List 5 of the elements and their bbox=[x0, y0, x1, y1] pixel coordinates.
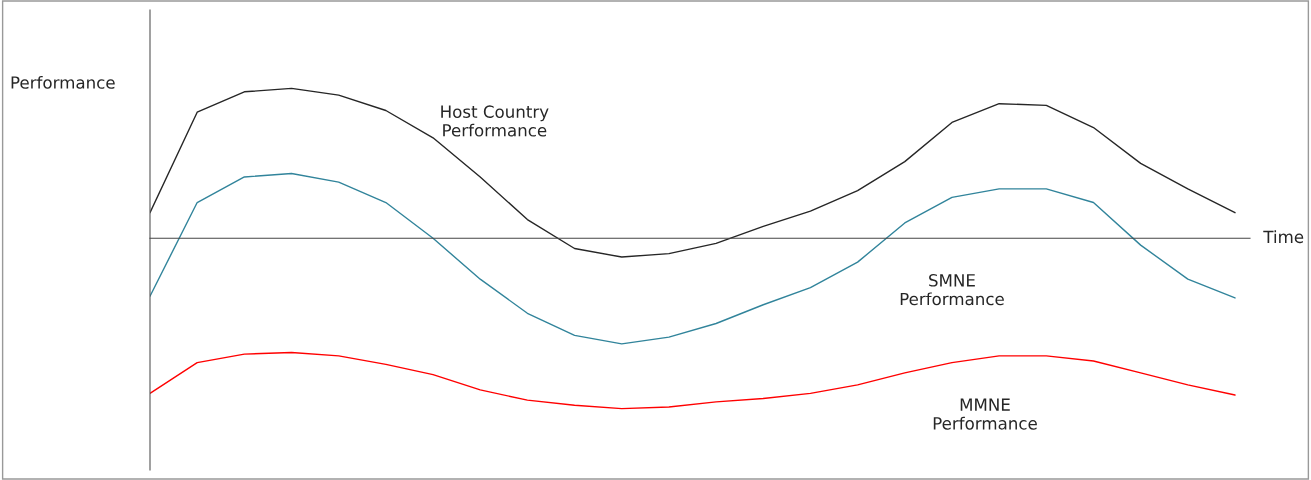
x-axis-title: Time bbox=[1263, 230, 1304, 244]
y-axis-title: Performance bbox=[11, 75, 115, 89]
text: SMNE Performance bbox=[900, 274, 1004, 306]
series-label: MMNE Performance bbox=[933, 398, 1037, 430]
series-label: Host Country Performance bbox=[441, 105, 549, 137]
